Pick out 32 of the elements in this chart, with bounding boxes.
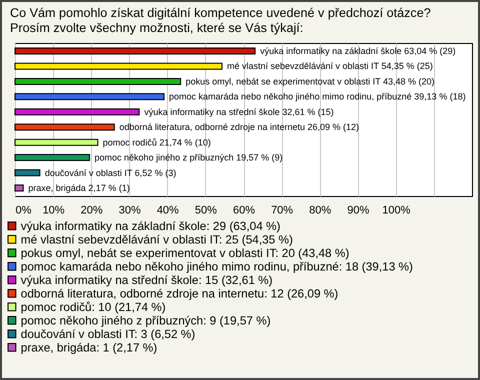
data-label: pokus omyl, nebát se experimentovat v oblasti IT 43,48 % (20) bbox=[186, 76, 435, 86]
legend-label: pokus omyl, nebát se experimentovat v oblasti IT: 20 (43,48 %) bbox=[20, 246, 350, 260]
x-tick-label: 0% bbox=[16, 204, 32, 216]
x-tick-label: 10% bbox=[42, 204, 65, 216]
data-label: pomoc někoho jiného z příbuzných 19,57 % (9) bbox=[94, 152, 283, 163]
data-label: doučování v oblasti IT 6,52 % (3) bbox=[44, 168, 176, 178]
x-tick-label: 30% bbox=[118, 204, 141, 216]
legend-label: mé vlastní sebevzdělávání v oblasti IT: 25 (54,35 %) bbox=[20, 232, 293, 246]
x-tick-label: 50% bbox=[194, 204, 218, 216]
x-tick-label: 70% bbox=[271, 204, 294, 216]
data-label: praxe, brigáda 2,17 % (1) bbox=[28, 183, 130, 194]
x-tick-label: 80% bbox=[309, 204, 332, 216]
legend-label: odborná literatura, odborné zdroje na internetu: 12 (26,09 %) bbox=[20, 286, 338, 300]
x-tick-label: 20% bbox=[80, 204, 103, 216]
data-label: výuka informatiky na střední škole 32,61 % (15) bbox=[144, 106, 334, 117]
data-label: mé vlastní sebevzdělávání v oblasti IT 54,35 % (25) bbox=[226, 61, 433, 72]
x-tick-label: 90% bbox=[347, 204, 370, 216]
legend-label: výuka informatiky na střední škole: 15 (32,61 %) bbox=[20, 272, 273, 287]
data-label: pomoc kamaráda nebo někoho jiného mimo rodinu, příbuzné 39,13 % (18) bbox=[169, 92, 466, 102]
x-tick-label: 60% bbox=[232, 204, 256, 216]
legend-label: pomoc rodičů: 10 (21,74 %) bbox=[20, 300, 166, 314]
data-label: výuka informatiky na základní škole 63,04 % (29) bbox=[260, 46, 456, 56]
legend-label: výuka informatiky na základní škole: 29 (63,04 %) bbox=[20, 218, 281, 233]
legend-label: praxe, brigáda: 1 (2,17 %) bbox=[20, 340, 158, 354]
legend-label: doučování v oblasti IT: 3 (6,52 %) bbox=[20, 326, 196, 341]
legend-label: pomoc kamaráda nebo někoho jiného mimo rodinu, příbuzné: 18 (39,13 %) bbox=[20, 259, 414, 274]
chart-title: Co Vám pomohlo získat digitální kompetence uvedené v předchozí otázce? Prosím zvolte všechny možnosti, které se Vás týkají: bbox=[10, 6, 432, 36]
data-label: odborná literatura, odborné zdroje na internetu 26,09 % (12) bbox=[119, 122, 360, 132]
data-label: pomoc rodičů 21,74 % (10) bbox=[102, 137, 211, 148]
x-tick-label: 40% bbox=[156, 204, 180, 216]
legend-label: pomoc někoho jiného z příbuzných: 9 (19,57 %) bbox=[20, 313, 271, 328]
x-tick-label: 100% bbox=[382, 204, 411, 216]
